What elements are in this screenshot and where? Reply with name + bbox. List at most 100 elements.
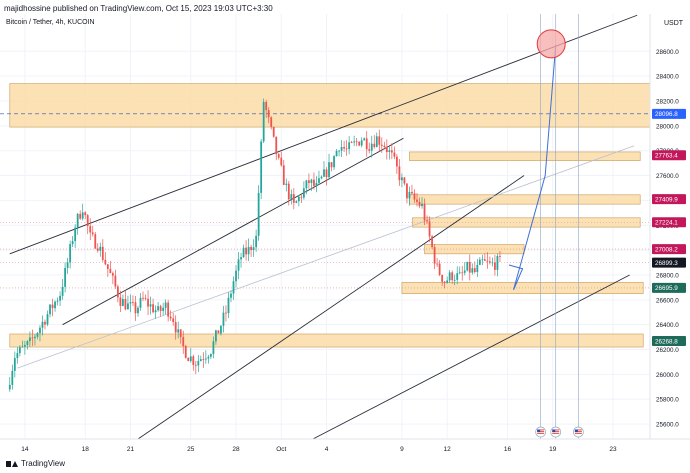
candle-body <box>426 220 428 222</box>
candle-body <box>250 246 253 250</box>
candle-body <box>41 321 44 328</box>
flag-stripe <box>537 429 545 431</box>
candle-body <box>162 307 165 311</box>
candle-body <box>308 180 310 184</box>
channel-line <box>312 274 630 440</box>
candle-body <box>340 146 343 151</box>
candle-body <box>265 101 268 111</box>
price-zone <box>9 333 644 348</box>
candle-body <box>204 358 207 360</box>
candle-body <box>8 384 11 390</box>
y-tick-label: 28600.0 <box>656 49 679 56</box>
candle-body <box>34 336 36 339</box>
candle-body <box>21 346 24 348</box>
candle-body <box>328 162 330 178</box>
channel-line <box>9 14 638 255</box>
y-tick-label: 26200.0 <box>656 347 679 354</box>
candle-body <box>408 191 411 199</box>
candle-body <box>433 247 436 264</box>
candle-body <box>393 152 396 157</box>
candle-body <box>164 302 167 308</box>
candle-body <box>338 150 340 152</box>
channel-line <box>62 137 404 326</box>
currency-label: USDT <box>664 20 684 27</box>
x-tick-label: 14 <box>21 446 29 453</box>
candle-body <box>187 357 190 362</box>
candle-body <box>478 259 481 265</box>
candle-body <box>13 358 16 371</box>
price-label-box <box>652 335 686 346</box>
x-tick-label: 19 <box>549 446 557 453</box>
channel-line <box>17 145 635 369</box>
candle-body <box>49 304 51 315</box>
candle-body <box>483 259 486 261</box>
flag-canton <box>574 429 578 433</box>
candle-body <box>96 248 99 251</box>
candle-body <box>343 146 346 149</box>
candle-body <box>406 183 408 199</box>
candle-body <box>202 359 205 361</box>
projection-path <box>508 45 557 291</box>
candle-body <box>365 138 368 150</box>
candle-body <box>401 177 403 181</box>
candle-body <box>154 310 157 313</box>
candle-body <box>388 150 391 152</box>
horizontal-levels <box>0 113 650 289</box>
candle-body <box>197 360 200 366</box>
price-label-text: 27409.9 <box>655 196 678 203</box>
x-tick-label: 25 <box>187 446 195 453</box>
candle-body <box>177 329 180 333</box>
candle-body <box>441 274 444 282</box>
candle-body <box>277 154 280 158</box>
candle-body <box>416 199 418 202</box>
candle-body <box>59 295 61 301</box>
candle-body <box>285 183 288 185</box>
y-tick-label: 26400.0 <box>656 322 679 329</box>
candle-body <box>235 270 237 282</box>
y-tick-label: 28400.0 <box>656 74 679 81</box>
candle-body <box>109 268 112 274</box>
candle-body <box>172 318 175 323</box>
flag-stripe <box>574 432 582 434</box>
candle-body <box>262 101 265 142</box>
price-zone <box>412 217 641 228</box>
flag-stripe <box>574 431 582 433</box>
candle-body <box>11 370 14 385</box>
candle-body <box>89 226 92 233</box>
price-label-text: 27224.1 <box>655 220 678 227</box>
flag-stripe <box>552 431 560 433</box>
price-axis[interactable]: USDT 25600.0 25800.0 26000.0 26200.0 26400.0… <box>649 14 690 439</box>
projection-line <box>508 45 557 291</box>
price-label-box <box>652 244 686 255</box>
candle-body <box>101 246 104 260</box>
candle-body <box>313 179 315 186</box>
candle-body <box>287 183 290 200</box>
trend-channel-lines <box>9 14 638 440</box>
channel-line <box>137 175 525 440</box>
candle-body <box>129 302 132 304</box>
candle-body <box>39 327 41 334</box>
x-tick-label: 28 <box>232 446 240 453</box>
flag-stripe <box>537 432 545 434</box>
candle-body <box>179 329 182 338</box>
candle-body <box>149 304 152 307</box>
candle-body <box>350 142 353 144</box>
tradingview-logo-icon <box>6 460 18 468</box>
candle-body <box>189 356 192 362</box>
candle-body <box>99 246 102 251</box>
time-axis[interactable]: 14 18 21 25 28 Oct 4 9 12 16 19 23 <box>0 438 690 453</box>
candle-body <box>194 364 197 366</box>
candle-body <box>305 180 308 189</box>
candle-body <box>232 281 235 294</box>
candle-body <box>69 244 72 263</box>
flag-icon <box>573 426 584 438</box>
price-label-box <box>652 108 686 119</box>
candle-body <box>488 261 491 263</box>
candle-body <box>496 256 499 270</box>
candle-body <box>81 212 84 219</box>
candle-body <box>215 330 217 342</box>
candle-body <box>152 304 154 313</box>
y-tick-label: 28200.0 <box>656 98 679 105</box>
candle-body <box>56 300 59 302</box>
